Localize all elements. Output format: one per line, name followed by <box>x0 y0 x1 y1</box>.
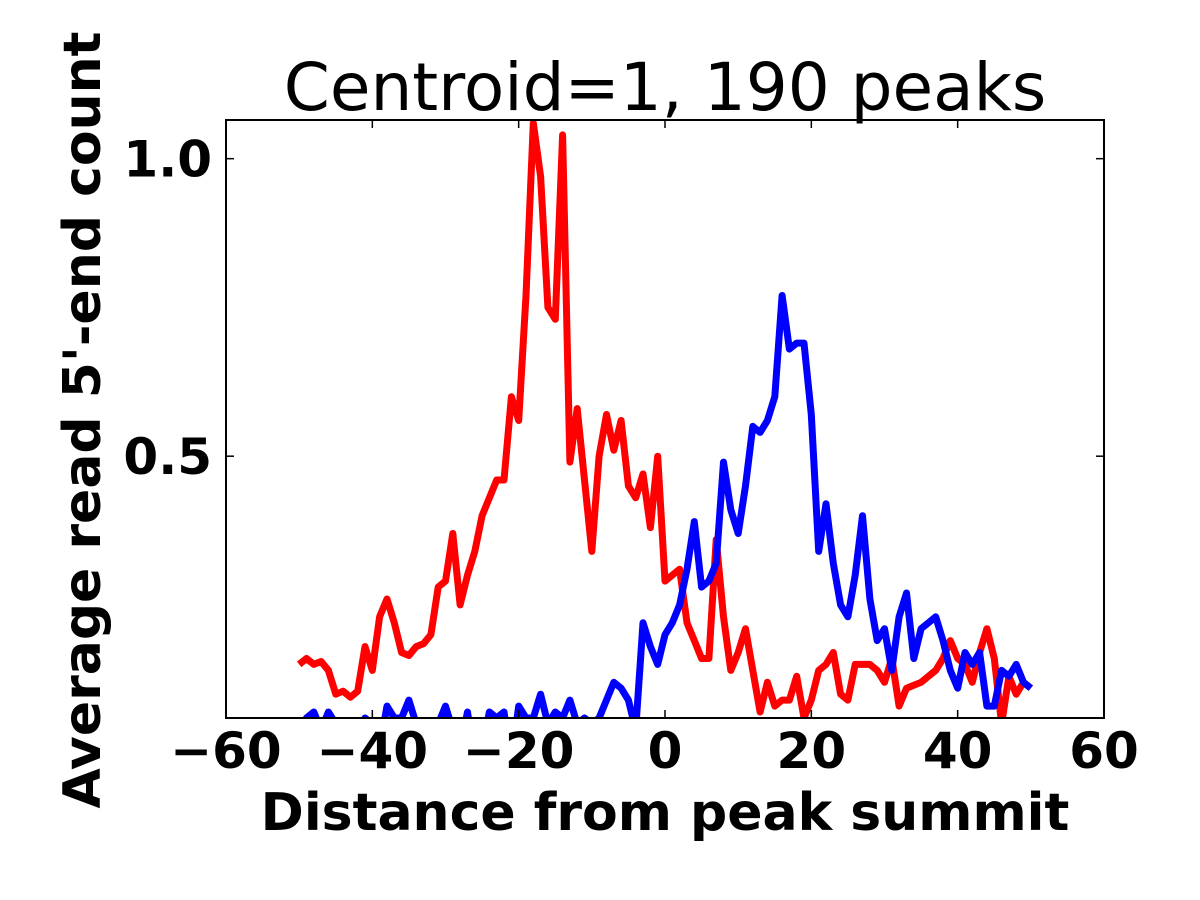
series-line-2 <box>302 292 1034 718</box>
x-tick-label: 0 <box>648 722 683 780</box>
series-line-1 <box>296 120 1034 718</box>
x-tick-label: 40 <box>923 722 993 780</box>
x-tick-label: −40 <box>317 722 428 780</box>
tick-layer: −60 −40 −20 0 20 40 60 0.5 1.0 <box>123 120 1139 780</box>
y-tick-label: 0.5 <box>123 428 212 486</box>
x-tick-label: 20 <box>777 722 847 780</box>
y-tick-label: 1.0 <box>123 131 212 189</box>
x-tick-label: −20 <box>463 722 574 780</box>
x-tick-label: 60 <box>1069 722 1139 780</box>
x-axis-label: Distance from peak summit <box>261 783 1070 843</box>
chart-title: Centroid=1, 190 peaks <box>284 49 1046 126</box>
series-layer <box>296 120 1034 718</box>
y-axis-label: Average read 5'-end count <box>53 32 113 809</box>
x-tick-label: −60 <box>170 722 281 780</box>
